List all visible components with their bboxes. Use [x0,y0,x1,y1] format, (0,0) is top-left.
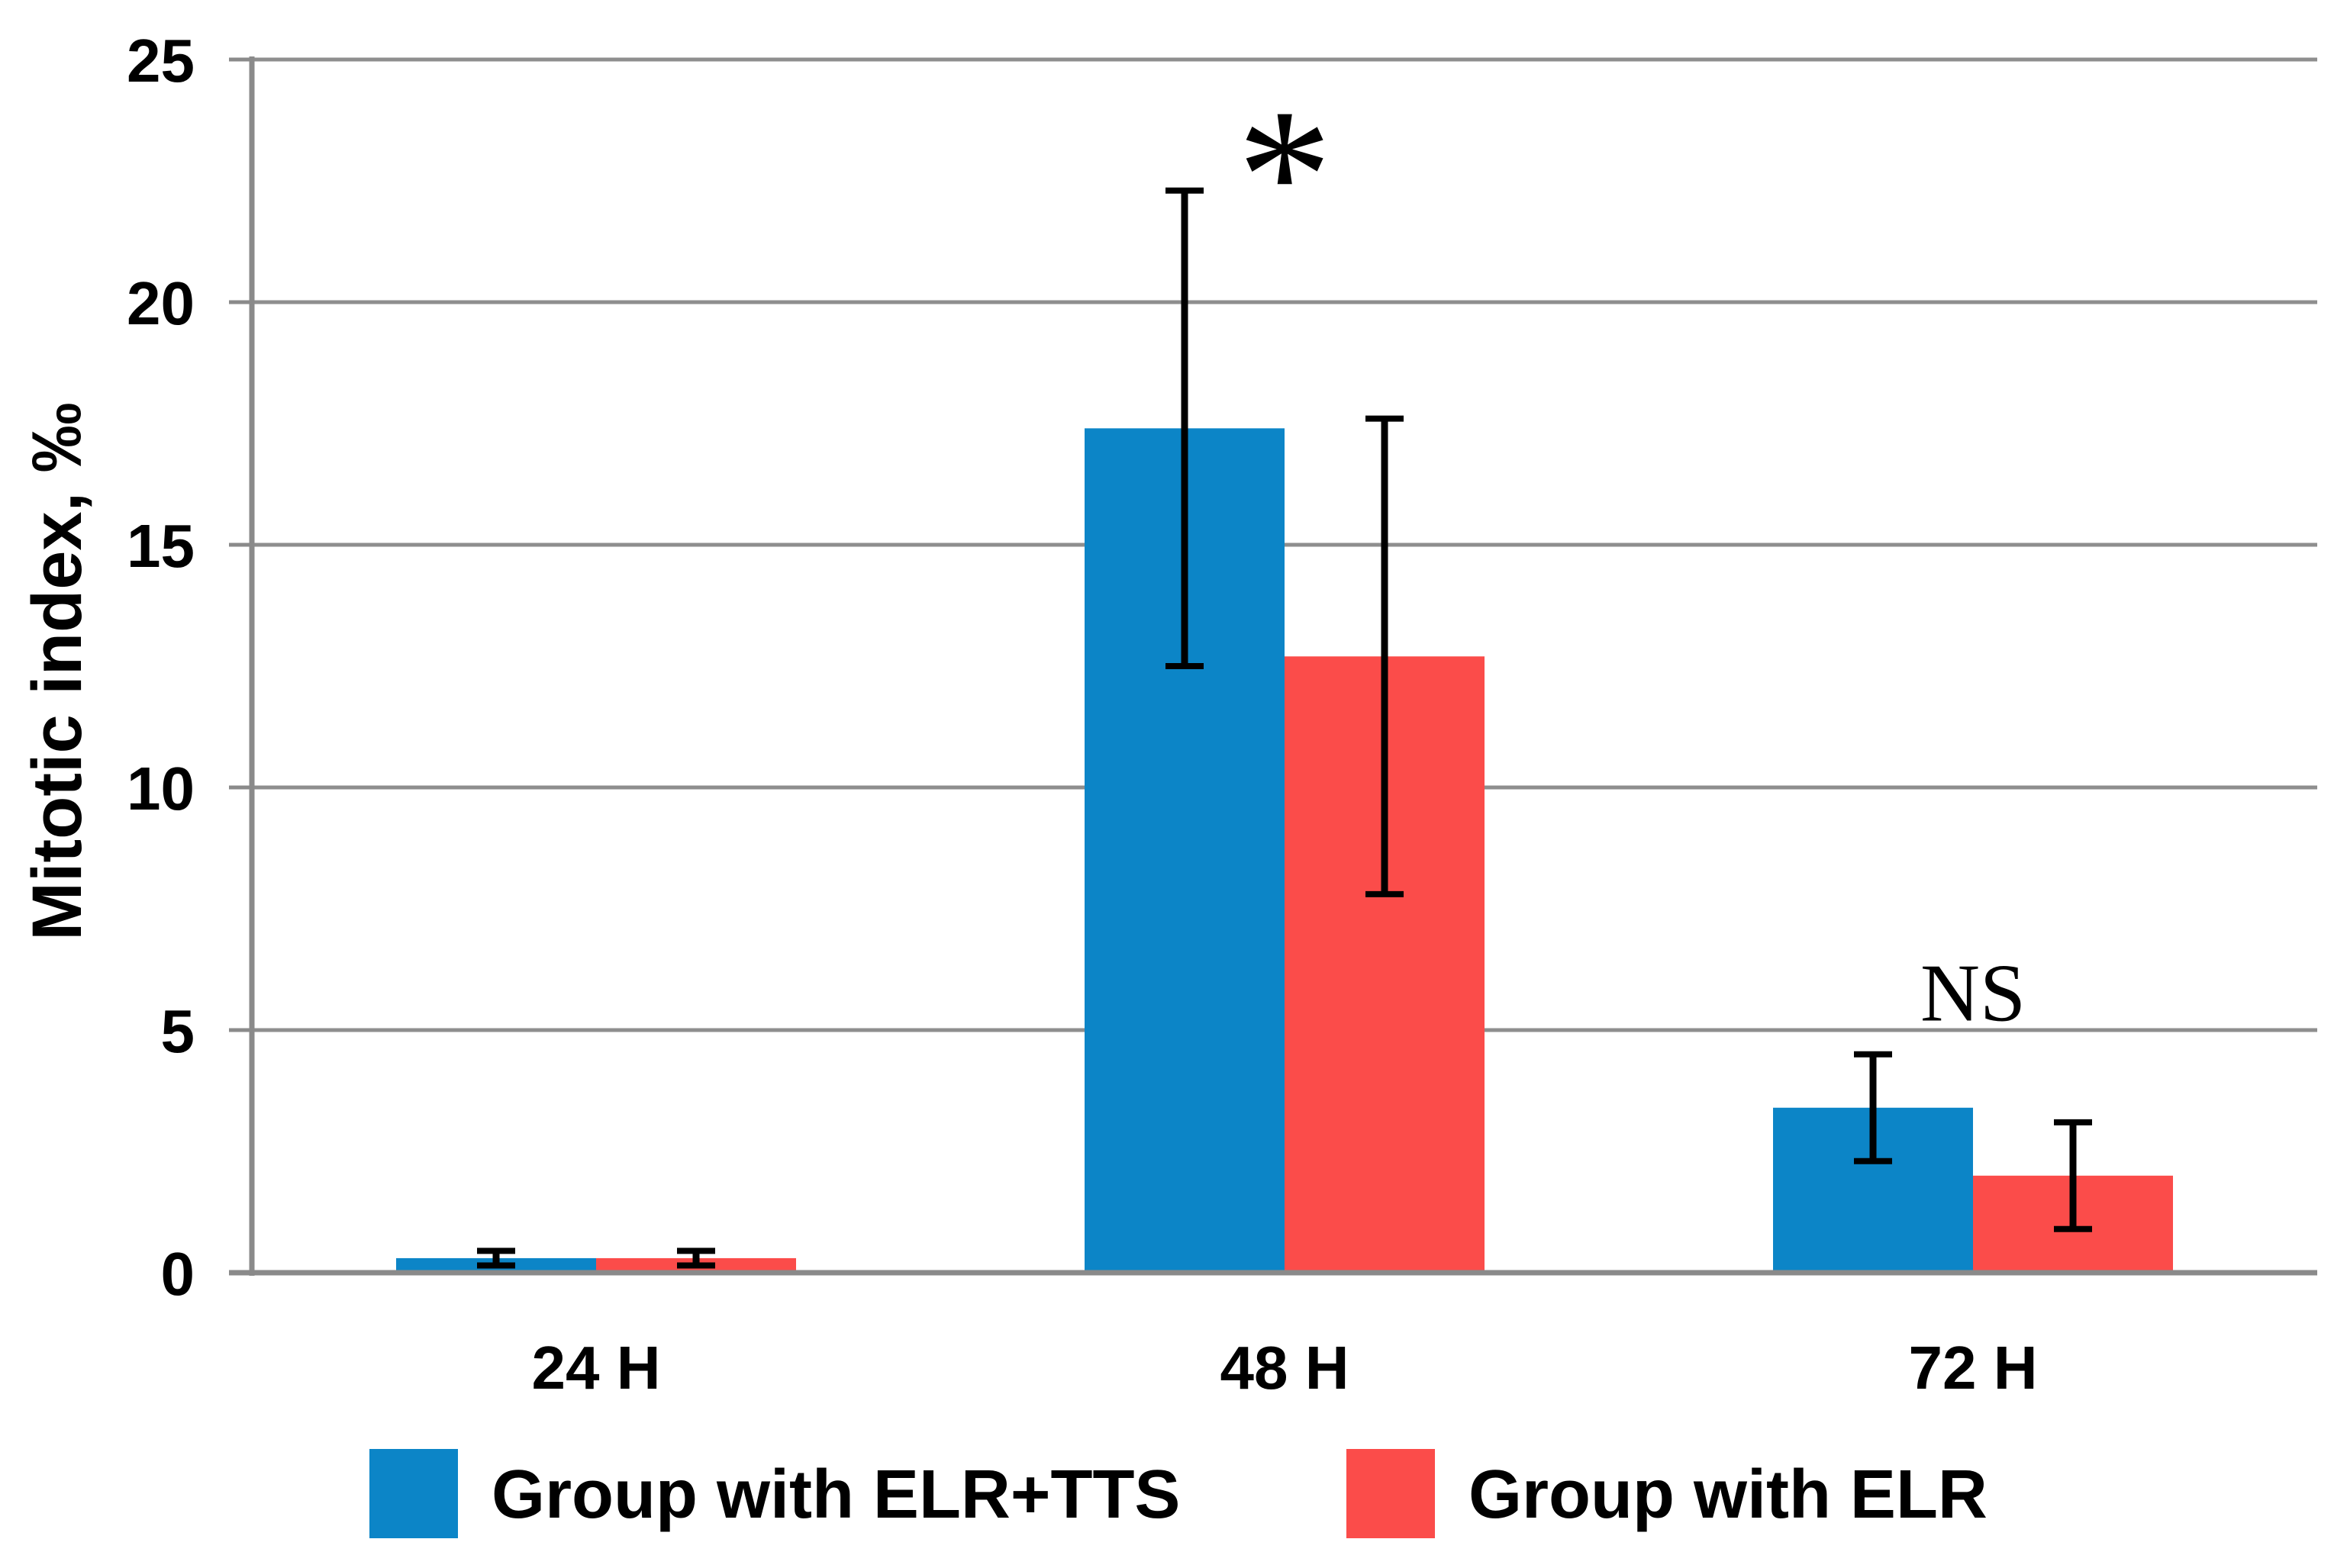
axes [229,56,2317,1276]
y-tick-label: 25 [127,27,195,95]
legend-label: Group with ELR [1468,1457,1988,1533]
y-tick-label: 0 [161,1240,195,1308]
legend: Group with ELR+TTS Group with ELR [369,1449,1988,1538]
legend-swatch [1346,1449,1435,1538]
y-tick-label: 20 [127,269,195,337]
bars [396,428,2173,1273]
legend-swatch [369,1449,458,1538]
y-tick-label: 15 [127,512,195,580]
significance-annotation: * [1237,69,1333,281]
significance-annotation: NS [1920,948,2026,1038]
y-tick-labels: 0 5 10 15 20 25 [127,27,195,1308]
y-tick-label: 10 [127,755,195,823]
legend-label: Group with ELR+TTS [492,1457,1180,1533]
x-tick-label: 24 H [532,1334,661,1402]
x-tick-label: 48 H [1220,1334,1349,1402]
y-tick-label: 5 [161,997,195,1065]
annotations: * NS [1237,69,2026,1038]
error-bars [477,187,2092,1269]
x-tick-label: 72 H [1909,1334,2038,1402]
y-axis-title: Mitotic index, ‰ [18,402,96,940]
x-tick-labels: 24 H 48 H 72 H [532,1334,2038,1402]
